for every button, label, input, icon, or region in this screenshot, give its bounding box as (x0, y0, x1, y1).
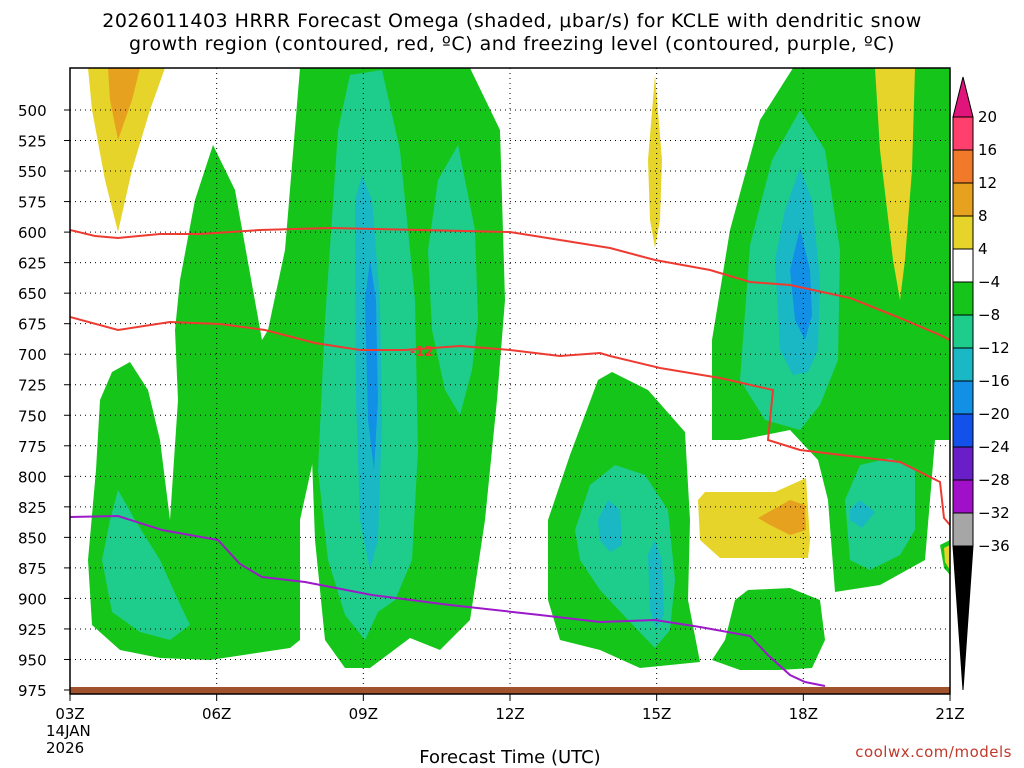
y-tick-label: 800 (18, 468, 47, 486)
ground-surface (70, 687, 950, 694)
omega-region-green (712, 588, 825, 670)
y-tick-label: 525 (18, 133, 47, 151)
date-label-year: 2026 (46, 739, 84, 757)
x-tick-label: 12Z (495, 705, 524, 723)
freezing-level-contour (70, 514, 826, 687)
omega-region-cyan (648, 540, 664, 630)
dgz-contour-bottom (70, 316, 950, 526)
omega-region-yellow (88, 68, 165, 232)
y-tick-label: 825 (18, 499, 47, 517)
colorbar-segment (952, 479, 974, 514)
colorbar-segment (952, 116, 974, 151)
colorbar-label: 20 (978, 108, 997, 126)
colorbar-segment (952, 512, 974, 547)
y-tick-label: 700 (18, 346, 47, 364)
credit-label: coolwx.com/models (855, 743, 1012, 761)
omega-region-teal (845, 458, 915, 570)
colorbar-segment (952, 380, 974, 415)
x-tick-label: 03Z (55, 705, 84, 723)
omega-region-orange (108, 68, 140, 140)
omega-region-cyan (850, 500, 875, 528)
y-tick-label: 725 (18, 377, 47, 395)
colorbar-segment (952, 446, 974, 481)
colorbar-label: 4 (978, 240, 988, 258)
colorbar-segment (952, 281, 974, 316)
omega-region-green (88, 68, 322, 660)
colorbar-top-arrow (952, 76, 974, 118)
y-tick-label: 775 (18, 438, 47, 456)
colorbar-label: −28 (978, 471, 1010, 489)
x-tick-label: 06Z (202, 705, 231, 723)
colorbar-segment (952, 215, 974, 250)
freezing-level-line (70, 514, 826, 687)
y-tick-label: 925 (18, 621, 47, 639)
colorbar-label: 12 (978, 174, 997, 192)
y-tick-label: 650 (18, 285, 47, 303)
y-tick-label: 975 (18, 682, 47, 700)
colorbar-label: −4 (978, 273, 1000, 291)
x-axis: 03Z 06Z 09Z 12Z 15Z 18Z 21Z (55, 694, 965, 723)
colorbar: 20 16 12 8 4 −4 −8 −12 −16 −20 −24 −28 −32 −36 (952, 76, 1010, 691)
colorbar-label: 8 (978, 207, 988, 225)
x-tick-label: 15Z (642, 705, 671, 723)
colorbar-segment (952, 248, 974, 283)
colorbar-segment (952, 413, 974, 448)
colorbar-label: −12 (978, 339, 1010, 357)
omega-region-yellow (875, 68, 915, 300)
colorbar-label: −32 (978, 504, 1010, 522)
omega-region-yellow (944, 545, 950, 570)
dgz-contours: -12 (70, 226, 950, 526)
y-tick-label: 950 (18, 651, 47, 669)
y-tick-label: 550 (18, 163, 47, 181)
chart-title-line-1: 2026011403 HRRR Forecast Omega (shaded, … (102, 10, 922, 32)
date-label-day: 14JAN (46, 722, 91, 740)
y-tick-label: 850 (18, 529, 47, 547)
y-tick-label: 675 (18, 316, 47, 334)
colorbar-segment (952, 182, 974, 217)
colorbar-label: 16 (978, 141, 997, 159)
dgz-contour-top (70, 226, 950, 341)
colorbar-segment (952, 149, 974, 184)
x-tick-label: 21Z (935, 705, 964, 723)
omega-region-yellow (698, 478, 810, 558)
omega-region-blue (790, 228, 812, 340)
omega-region-blue (365, 260, 378, 470)
y-tick-label: 900 (18, 590, 47, 608)
omega-region-yellow (648, 75, 662, 248)
y-tick-label: 500 (18, 102, 47, 120)
colorbar-label: −24 (978, 438, 1010, 456)
x-axis-title: Forecast Time (UTC) (419, 747, 600, 768)
omega-region-orange (758, 500, 806, 535)
x-tick-label: 09Z (349, 705, 378, 723)
y-tick-label: 750 (18, 407, 47, 425)
colorbar-segment (952, 314, 974, 349)
colorbar-label: −8 (978, 306, 1000, 324)
omega-shading-layer (88, 68, 950, 670)
chart-title-line-2: growth region (contoured, red, ºC) and f… (129, 33, 895, 55)
colorbar-label: −36 (978, 537, 1010, 555)
dgz-contour-label: -12 (410, 345, 434, 360)
omega-region-cyan (598, 500, 622, 552)
y-tick-label: 875 (18, 560, 47, 578)
colorbar-segment (952, 347, 974, 382)
y-tick-label: 575 (18, 194, 47, 212)
y-tick-label: 625 (18, 255, 47, 273)
omega-region-teal (102, 490, 190, 640)
y-tick-label: 600 (18, 224, 47, 242)
y-axis: 500 525 550 575 600 625 650 675 700 725 750 775 800 8… (18, 102, 70, 700)
colorbar-label: −16 (978, 372, 1010, 390)
colorbar-label: −20 (978, 405, 1010, 423)
x-tick-label: 18Z (789, 705, 818, 723)
colorbar-bottom-arrow (952, 545, 974, 691)
